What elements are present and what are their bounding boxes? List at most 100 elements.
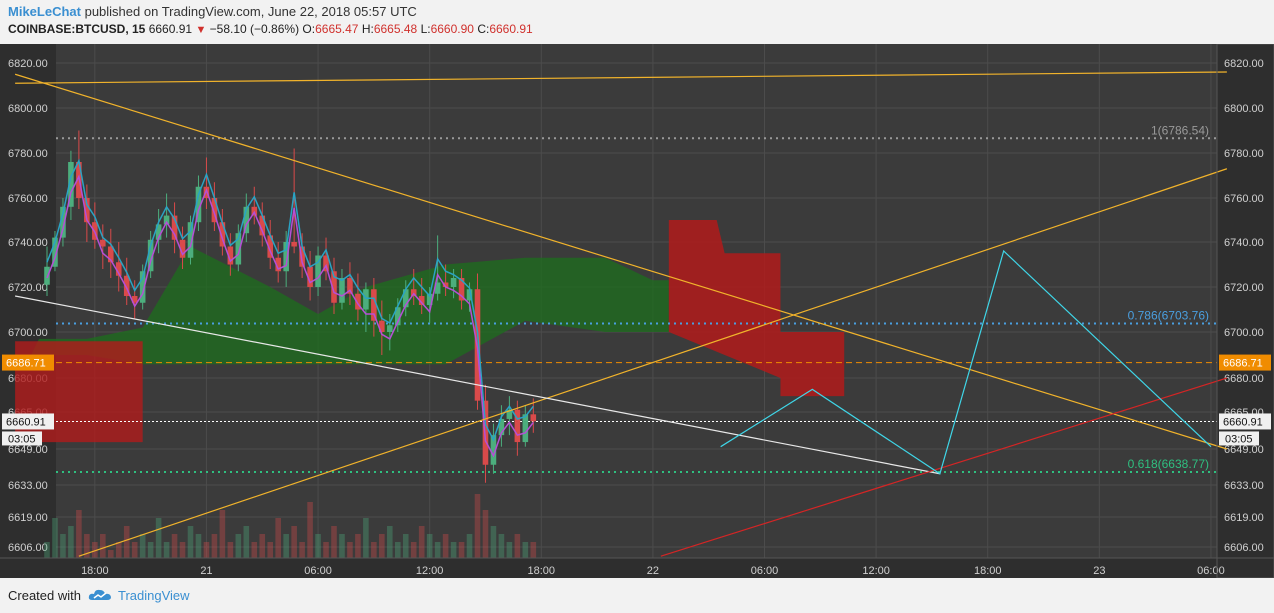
candle-body[interactable] bbox=[163, 215, 170, 225]
volume-bar bbox=[426, 534, 433, 558]
y-tick-label-left: 6800.00 bbox=[8, 103, 48, 115]
candle-body[interactable] bbox=[107, 246, 114, 263]
candle-body[interactable] bbox=[363, 289, 369, 310]
y-tick-label-left: 6649.00 bbox=[8, 444, 48, 456]
author-link[interactable]: MikeLeChat bbox=[8, 4, 81, 19]
footer: Created with TradingView bbox=[0, 578, 1274, 613]
candle-body[interactable] bbox=[498, 418, 505, 436]
candle-body[interactable] bbox=[315, 255, 321, 288]
candle-body[interactable] bbox=[131, 296, 138, 303]
volume-bar bbox=[530, 542, 537, 558]
candle-body[interactable] bbox=[418, 296, 425, 305]
tradingview-link[interactable]: TradingView bbox=[118, 588, 190, 603]
price-chart[interactable]: 6820.00 6820.00 6800.00 6800.00 6780.00 6780.… bbox=[0, 44, 1274, 578]
y-tick-label-right: 6820.00 bbox=[1224, 58, 1264, 70]
candle-body[interactable] bbox=[506, 409, 513, 419]
candle-body[interactable] bbox=[387, 325, 393, 332]
volume-bar bbox=[315, 534, 321, 558]
candle-body[interactable] bbox=[275, 257, 281, 272]
candle-body[interactable] bbox=[371, 289, 377, 321]
candle-body[interactable] bbox=[514, 409, 521, 443]
volume-bar bbox=[466, 534, 473, 558]
candle-body[interactable] bbox=[100, 239, 106, 247]
trendline-red[interactable] bbox=[660, 377, 1228, 557]
volume-bar bbox=[179, 542, 186, 558]
candle-body[interactable] bbox=[466, 289, 473, 301]
candle-body[interactable] bbox=[394, 307, 401, 326]
volume-bar bbox=[68, 526, 74, 558]
last-price-tag bbox=[1219, 413, 1271, 430]
candle-body[interactable] bbox=[299, 246, 305, 267]
candle-body[interactable] bbox=[291, 242, 297, 247]
volume-bar bbox=[163, 542, 170, 558]
candle-body[interactable] bbox=[235, 233, 242, 265]
trendline-descending[interactable] bbox=[14, 73, 1228, 450]
candle-body[interactable] bbox=[355, 293, 361, 310]
candle-body[interactable] bbox=[530, 414, 537, 422]
volume-bar bbox=[307, 502, 313, 558]
candle-body[interactable] bbox=[434, 282, 441, 294]
candle-body[interactable] bbox=[307, 266, 313, 287]
alert-price-tag-label: 6686.71 bbox=[1223, 358, 1263, 370]
candle-body[interactable] bbox=[243, 206, 250, 234]
y-tick-label-left: 6606.00 bbox=[8, 542, 48, 554]
candle-body[interactable] bbox=[60, 206, 66, 238]
y-tick-label-right: 6606.00 bbox=[1224, 542, 1264, 554]
candle-body[interactable] bbox=[52, 237, 58, 267]
candle-body[interactable] bbox=[155, 224, 162, 240]
x-tick-label: 12:00 bbox=[862, 565, 890, 577]
x-tick-label: 22 bbox=[647, 565, 659, 577]
volume-bar bbox=[203, 542, 210, 558]
down-arrow-icon: ▼ bbox=[195, 24, 207, 36]
candle-body[interactable] bbox=[44, 266, 50, 285]
candle-body[interactable] bbox=[115, 262, 122, 276]
volume-bar bbox=[450, 542, 457, 558]
trendline-white[interactable] bbox=[14, 295, 941, 475]
candle-body[interactable] bbox=[259, 215, 266, 236]
publish-line: MikeLeChat published on TradingView.com,… bbox=[8, 4, 417, 19]
volume-bar bbox=[410, 542, 417, 558]
candle-body[interactable] bbox=[187, 222, 194, 258]
candle-body[interactable] bbox=[211, 198, 218, 223]
candle-body[interactable] bbox=[283, 242, 289, 272]
candle-body[interactable] bbox=[123, 275, 130, 296]
volume-bar bbox=[251, 542, 258, 558]
candle-body[interactable] bbox=[84, 198, 90, 223]
candle-body[interactable] bbox=[450, 278, 457, 287]
symbol-label[interactable]: COINBASE:BTCUSD, 15 bbox=[8, 22, 146, 36]
y-tick-label-right: 6800.00 bbox=[1224, 103, 1264, 115]
projection-path[interactable] bbox=[720, 249, 1212, 475]
kijun-line bbox=[46, 174, 534, 458]
y-tick-label-left: 6619.00 bbox=[8, 512, 48, 524]
candle-body[interactable] bbox=[522, 414, 529, 443]
volume-bar bbox=[402, 534, 409, 558]
candle-body[interactable] bbox=[68, 162, 74, 207]
candle-body[interactable] bbox=[458, 278, 465, 301]
volume-bar bbox=[267, 542, 274, 558]
candle-body[interactable] bbox=[379, 320, 385, 332]
volume-bar bbox=[514, 534, 521, 558]
candle-body[interactable] bbox=[147, 239, 154, 272]
candle-body[interactable] bbox=[227, 246, 234, 265]
trendline-upper-flat[interactable] bbox=[15, 71, 1227, 84]
candle-body[interactable] bbox=[331, 271, 337, 303]
candle-body[interactable] bbox=[139, 271, 146, 303]
candle-body[interactable] bbox=[179, 239, 186, 258]
candle-body[interactable] bbox=[426, 293, 433, 305]
candle-body[interactable] bbox=[442, 282, 449, 288]
volume-bar bbox=[331, 526, 337, 558]
candle-body[interactable] bbox=[490, 435, 497, 465]
countdown-tag bbox=[1219, 431, 1259, 446]
candle-body[interactable] bbox=[339, 278, 345, 303]
candle-body[interactable] bbox=[171, 215, 178, 240]
candle-body[interactable] bbox=[195, 186, 202, 223]
low-label: L: bbox=[420, 22, 431, 36]
volume-bar bbox=[171, 534, 178, 558]
candle-body[interactable] bbox=[323, 255, 329, 272]
candle-body[interactable] bbox=[347, 278, 353, 294]
candle-body[interactable] bbox=[267, 235, 274, 258]
trendline-ascending[interactable] bbox=[78, 168, 1228, 557]
volume-bar bbox=[52, 518, 58, 558]
candle-body[interactable] bbox=[402, 289, 409, 308]
candle-body[interactable] bbox=[219, 222, 226, 247]
